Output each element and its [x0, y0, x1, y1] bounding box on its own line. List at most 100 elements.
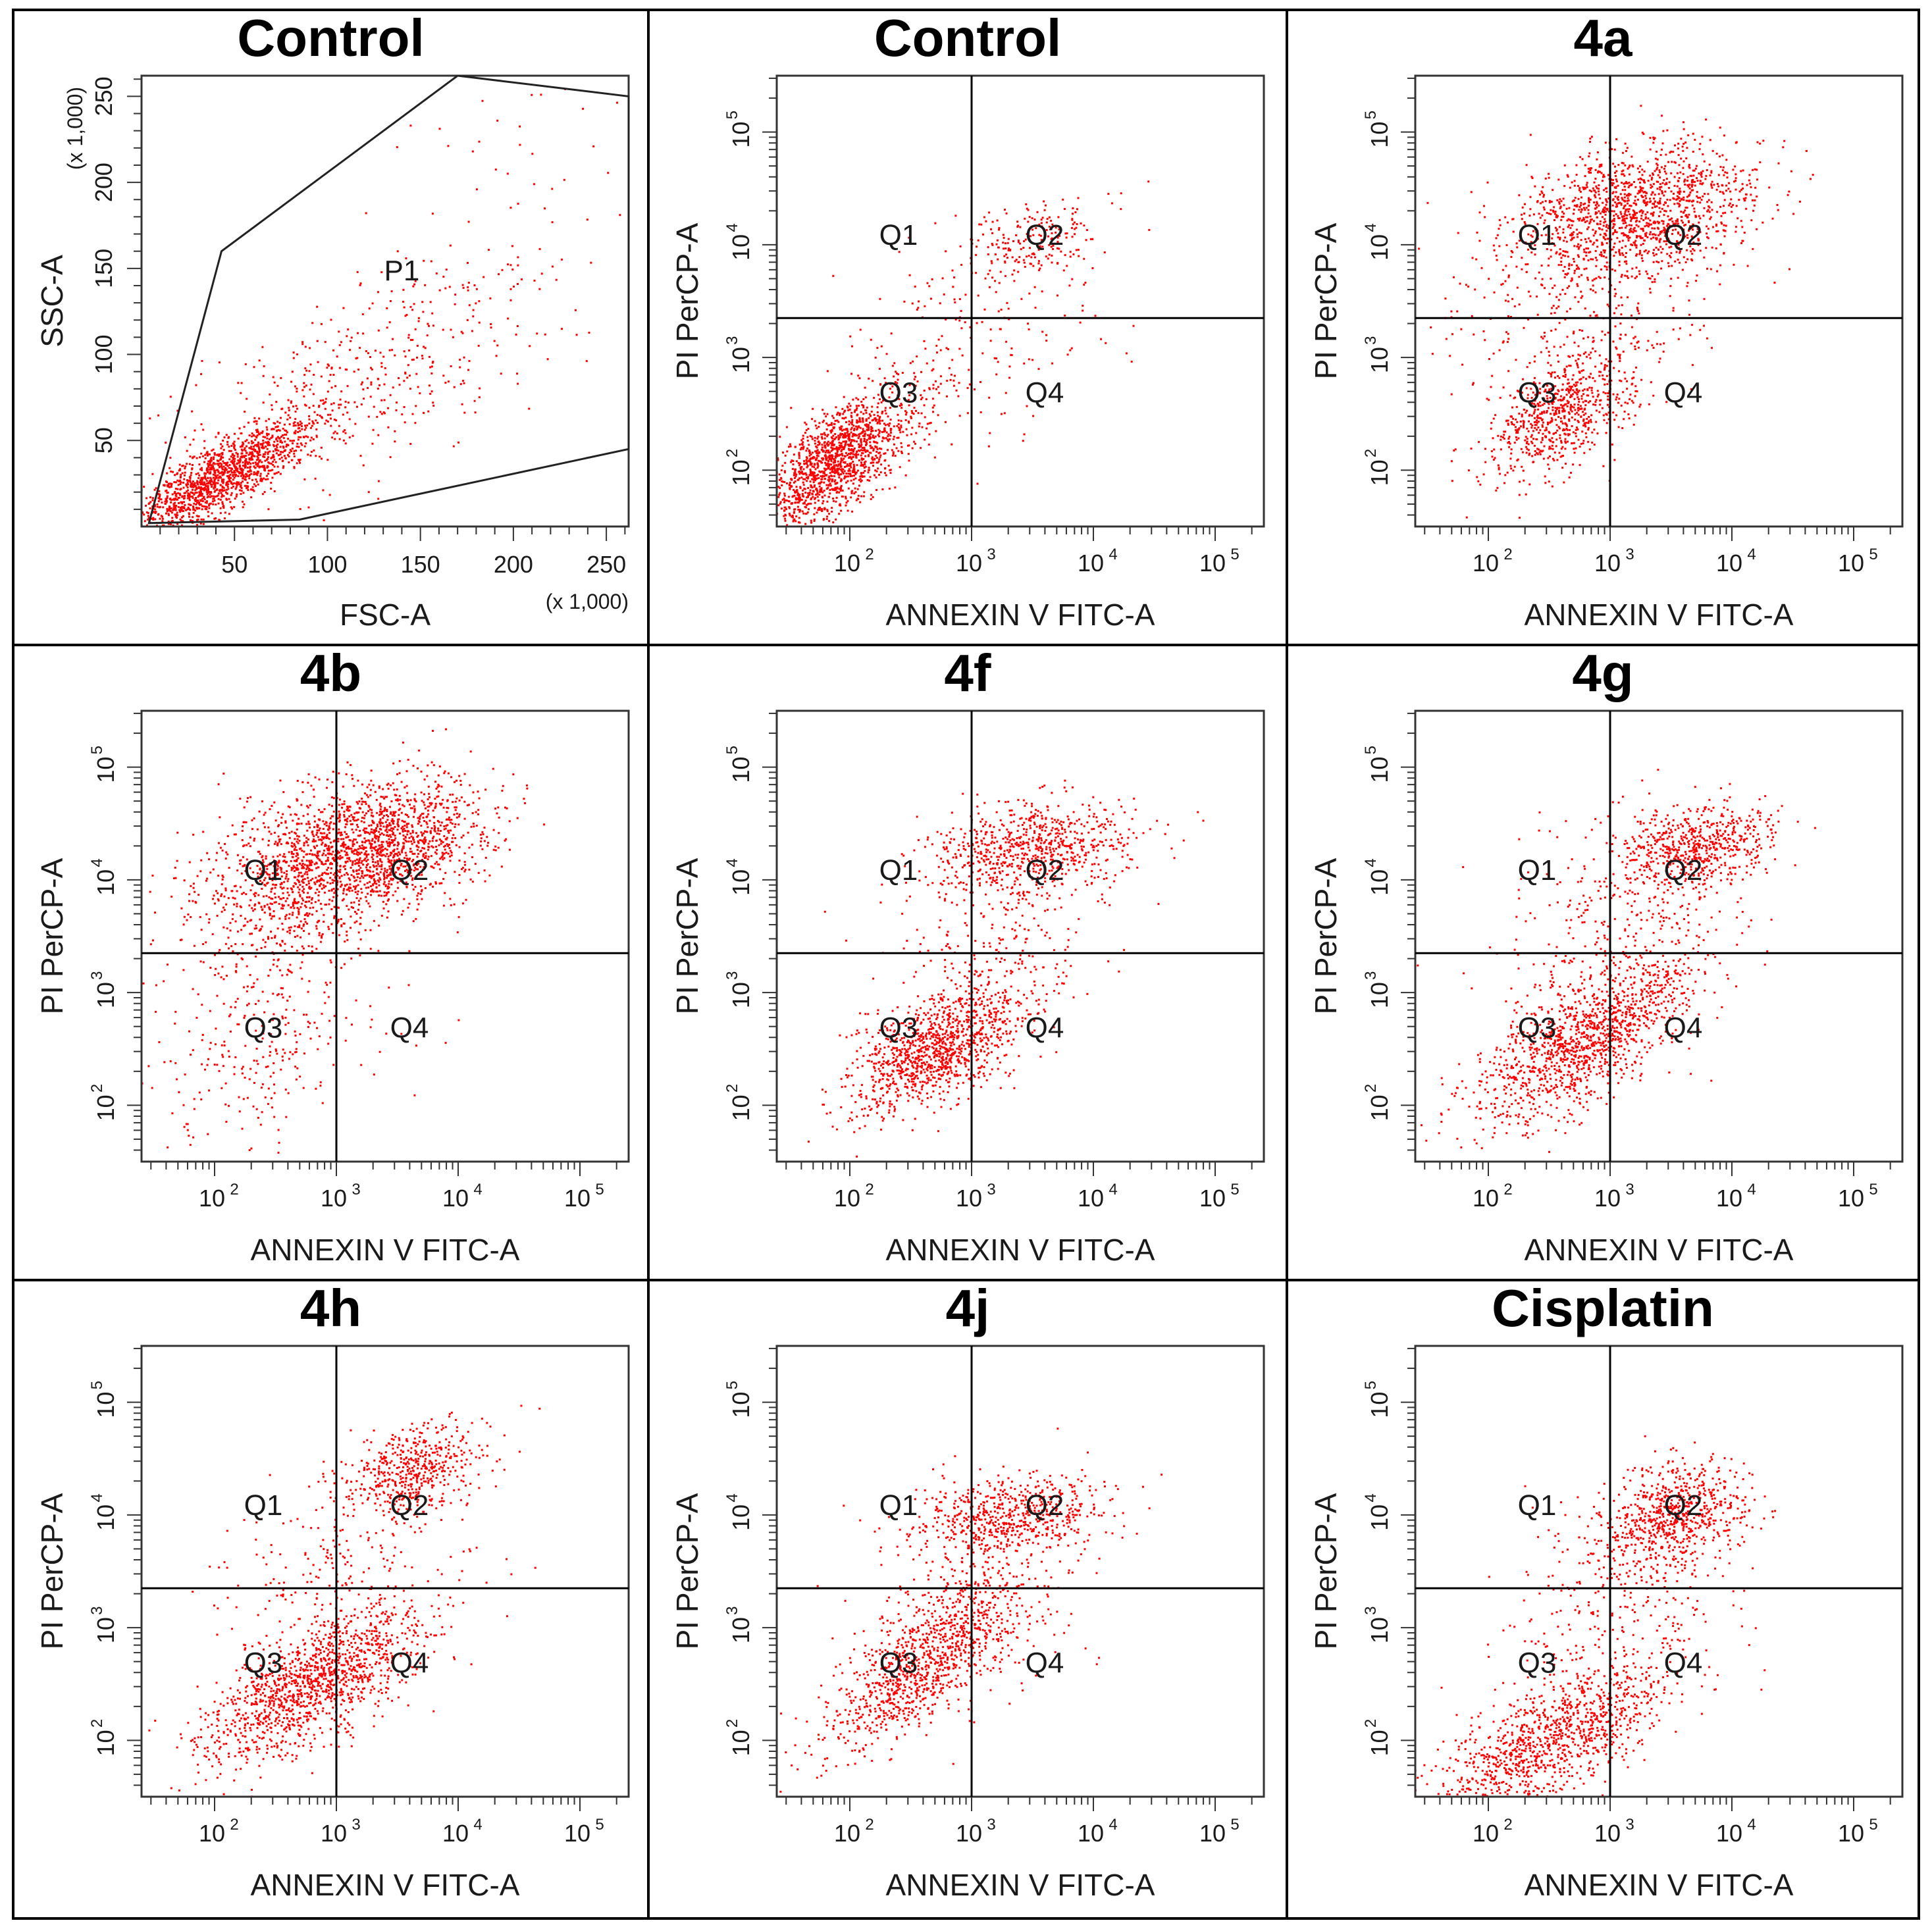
- data-point: [1667, 226, 1669, 228]
- data-point: [857, 398, 860, 401]
- data-point: [833, 459, 836, 462]
- data-point: [817, 473, 820, 476]
- data-point: [791, 502, 793, 505]
- data-point: [1510, 250, 1513, 252]
- data-point: [403, 306, 405, 309]
- data-point: [226, 486, 229, 488]
- data-point: [1091, 238, 1094, 240]
- data-point: [261, 443, 263, 446]
- data-point: [1682, 149, 1684, 152]
- data-point: [289, 449, 292, 451]
- data-point: [1688, 230, 1690, 232]
- data-point: [221, 486, 224, 488]
- data-point: [831, 467, 834, 469]
- data-point: [852, 424, 855, 427]
- data-point: [1577, 236, 1579, 238]
- data-point: [166, 484, 169, 486]
- data-point: [861, 447, 864, 449]
- data-point: [448, 286, 451, 288]
- data-point: [842, 413, 845, 415]
- data-point: [213, 500, 216, 502]
- data-point: [396, 250, 399, 253]
- data-point: [1748, 179, 1750, 182]
- data-point: [438, 289, 441, 292]
- data-point: [305, 426, 307, 429]
- data-point: [338, 330, 340, 333]
- data-point: [560, 258, 563, 261]
- data-point: [931, 369, 933, 372]
- data-point: [801, 443, 804, 446]
- data-point: [1028, 358, 1030, 361]
- data-point: [826, 500, 829, 503]
- data-point: [889, 407, 891, 409]
- data-point: [1673, 176, 1676, 178]
- data-point: [1043, 209, 1046, 211]
- data-point: [250, 440, 253, 442]
- data-point: [1639, 210, 1642, 213]
- data-point: [1041, 245, 1044, 248]
- data-point: [845, 497, 847, 500]
- data-point: [932, 384, 935, 386]
- data-point: [836, 467, 839, 470]
- data-point: [529, 345, 531, 347]
- data-point: [1590, 219, 1592, 221]
- data-point: [245, 459, 247, 461]
- data-point: [856, 440, 858, 443]
- data-point: [816, 449, 819, 451]
- data-point: [1639, 249, 1641, 252]
- data-point: [182, 506, 185, 509]
- data-point: [786, 524, 788, 527]
- data-point: [825, 457, 828, 460]
- data-point: [195, 506, 197, 509]
- data-point: [841, 429, 843, 432]
- data-point: [862, 495, 865, 498]
- data-point: [937, 338, 940, 341]
- data-point: [1058, 228, 1060, 230]
- data-point: [285, 430, 288, 432]
- data-point: [221, 503, 224, 505]
- data-point: [867, 425, 870, 427]
- data-point: [1732, 204, 1735, 207]
- data-point: [180, 507, 182, 509]
- data-point: [207, 492, 209, 494]
- data-point: [987, 253, 989, 255]
- data-point: [832, 417, 835, 419]
- data-point: [1076, 223, 1078, 225]
- data-point: [174, 490, 176, 493]
- data-point: [839, 490, 842, 492]
- data-point: [1738, 199, 1740, 201]
- data-point: [281, 434, 284, 436]
- data-point: [821, 475, 823, 478]
- data-point: [815, 475, 818, 477]
- data-point: [875, 446, 878, 448]
- data-point: [1007, 238, 1010, 240]
- data-point: [1661, 260, 1663, 263]
- data-point: [897, 436, 900, 439]
- data-point: [222, 465, 225, 468]
- data-point: [178, 509, 181, 511]
- data-point: [1782, 146, 1785, 149]
- data-point: [945, 250, 947, 253]
- data-point: [1577, 254, 1579, 257]
- data-point: [303, 445, 306, 448]
- data-point: [191, 485, 194, 488]
- data-point: [794, 490, 796, 493]
- data-point: [1024, 238, 1027, 241]
- data-point: [1722, 192, 1725, 195]
- data-point: [813, 466, 816, 469]
- data-point: [284, 429, 286, 432]
- data-point: [857, 426, 860, 428]
- data-point: [1690, 184, 1693, 186]
- data-point: [840, 473, 843, 476]
- data-point: [1621, 170, 1623, 172]
- data-point: [1661, 190, 1663, 192]
- data-point: [1617, 195, 1619, 198]
- data-point: [218, 489, 221, 492]
- data-point: [265, 478, 267, 480]
- data-point: [174, 494, 177, 497]
- data-point: [269, 393, 271, 396]
- data-point: [335, 419, 338, 422]
- data-point: [844, 476, 847, 478]
- data-point: [395, 409, 398, 411]
- data-point: [810, 521, 813, 524]
